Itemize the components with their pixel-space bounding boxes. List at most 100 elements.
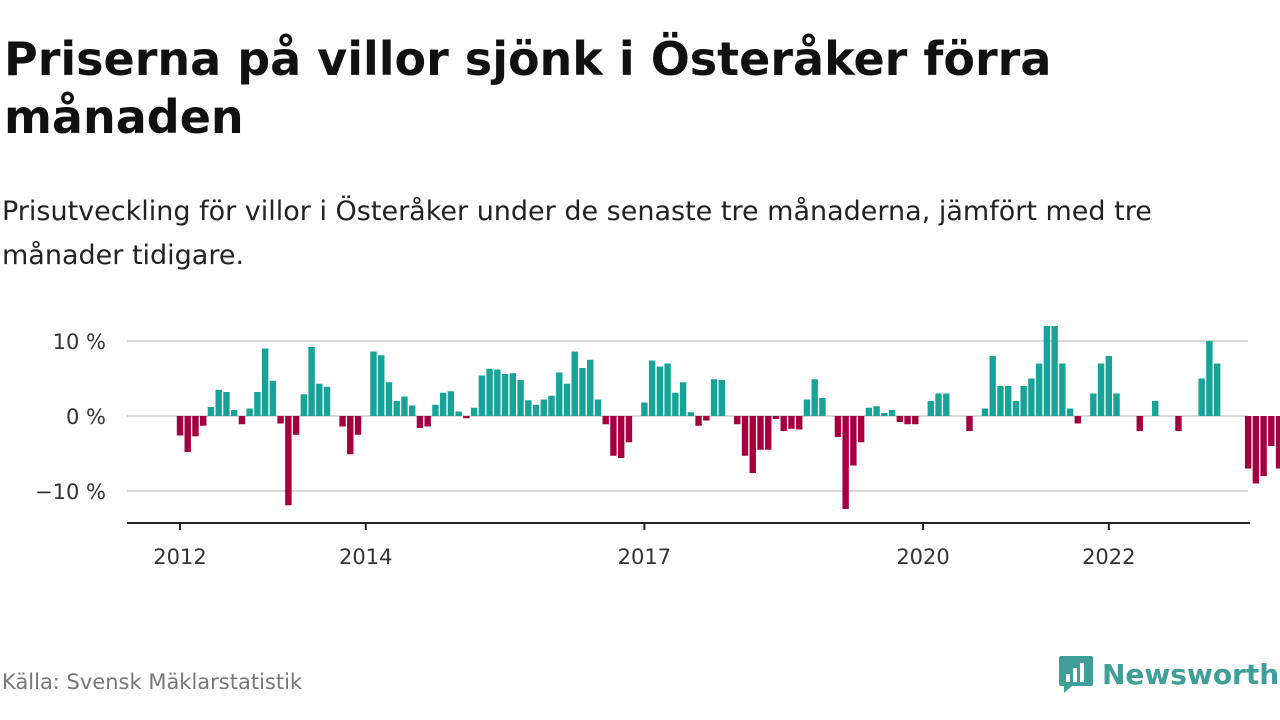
- bar: [207, 407, 215, 416]
- bar: [881, 413, 888, 416]
- bar: [455, 411, 462, 416]
- bar: [540, 399, 547, 416]
- bar: [718, 380, 725, 416]
- bar: [610, 416, 617, 456]
- bar: [261, 348, 269, 416]
- bar: [1260, 416, 1267, 476]
- bar: [594, 399, 602, 416]
- bar: [943, 393, 950, 416]
- bar: [176, 416, 184, 436]
- bar: [300, 394, 308, 416]
- bar: [316, 383, 323, 416]
- bar: [478, 375, 486, 416]
- bar: [664, 363, 671, 416]
- bar: [292, 416, 300, 435]
- bar: [354, 416, 362, 435]
- bar: [625, 416, 633, 443]
- y-axis-labels: 10 % 0 % −10 %: [35, 330, 106, 504]
- bar: [1152, 401, 1159, 416]
- bar: [865, 407, 873, 416]
- bar: [556, 372, 563, 416]
- bar: [1043, 326, 1051, 416]
- bar: [857, 416, 865, 443]
- bar: [734, 416, 741, 425]
- chart-title: Priserna på villor sjönk i Österåker för…: [4, 32, 1052, 144]
- bar: [1252, 416, 1260, 484]
- bar: [323, 386, 331, 416]
- bar: [989, 356, 996, 416]
- bar: [517, 380, 524, 416]
- bar: [184, 416, 191, 452]
- bar: [587, 359, 594, 416]
- bar: [896, 416, 904, 422]
- bar: [679, 382, 687, 416]
- bar: [1051, 326, 1058, 416]
- bar: [200, 416, 207, 426]
- bar: [641, 402, 648, 416]
- bar: [501, 374, 509, 416]
- bars: [176, 326, 1280, 509]
- source-note: Källa: Svensk Mäklarstatistik: [2, 670, 303, 694]
- bar: [246, 408, 253, 416]
- y-tick-label: 0 %: [66, 405, 106, 429]
- bar: [904, 416, 911, 425]
- x-tick-label: 2014: [339, 545, 392, 569]
- chart-subtitle: Prisutveckling för villor i Österåker un…: [2, 196, 1152, 271]
- bar: [230, 410, 238, 416]
- brand-logo: Newsworthy: [1058, 652, 1280, 696]
- x-tick-label: 2020: [896, 545, 949, 569]
- bar: [1206, 341, 1213, 416]
- bar: [223, 392, 230, 416]
- bar: [850, 416, 857, 466]
- x-tick-label: 2022: [1082, 545, 1135, 569]
- bar: [1074, 416, 1082, 424]
- brand-name: Newsworthy: [1102, 657, 1280, 691]
- bar: [486, 368, 493, 416]
- bar: [1175, 416, 1182, 431]
- x-tick-label: 2017: [618, 545, 671, 569]
- bar: [796, 416, 803, 430]
- x-tick-label: 2012: [153, 545, 206, 569]
- bar: [192, 416, 199, 437]
- bar: [285, 416, 292, 506]
- bar: [695, 416, 702, 426]
- bar: [1244, 416, 1252, 469]
- y-tick-label: 10 %: [53, 330, 106, 354]
- bar: [981, 408, 989, 416]
- bar: [1059, 363, 1066, 416]
- bar: [339, 416, 346, 427]
- bar: [1020, 386, 1027, 416]
- bar: [935, 393, 942, 416]
- bar: [927, 401, 934, 416]
- newsworthy-logo-icon: [1059, 656, 1093, 693]
- bar: [749, 416, 756, 473]
- bar: [703, 416, 710, 421]
- bar: [447, 391, 455, 416]
- bar: [1090, 393, 1097, 416]
- bar: [765, 416, 772, 450]
- bar: [772, 416, 780, 419]
- bar: [1113, 393, 1120, 416]
- x-axis: 2012 2014 2017 2020 2022: [127, 522, 1250, 569]
- bar: [834, 416, 842, 437]
- bar: [757, 416, 764, 450]
- bar: [277, 416, 284, 424]
- bar: [1028, 378, 1035, 416]
- bar: [648, 360, 656, 416]
- bar: [780, 416, 787, 431]
- bar: [571, 351, 578, 416]
- bar: [563, 383, 571, 416]
- bar: [439, 392, 447, 416]
- bar: [966, 416, 973, 431]
- bar: [788, 416, 795, 429]
- bar: [401, 396, 408, 416]
- bar: [409, 405, 416, 416]
- bar: [393, 401, 400, 416]
- bar: [269, 380, 277, 416]
- bar: [888, 410, 896, 416]
- bar: [238, 416, 246, 425]
- bar: [1035, 363, 1043, 416]
- bar: [842, 416, 849, 509]
- bar: [1198, 378, 1205, 416]
